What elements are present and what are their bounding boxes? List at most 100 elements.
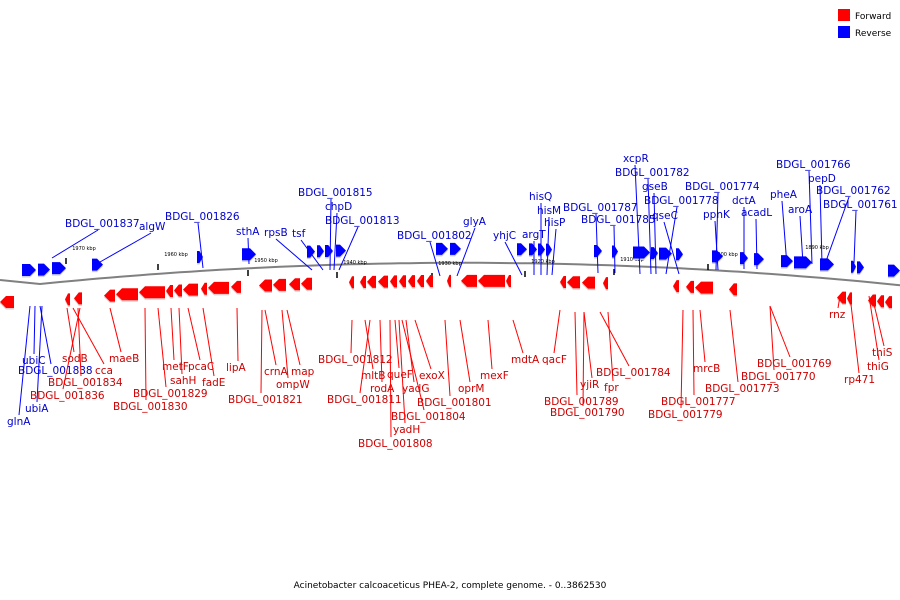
gene-bdgl-001812[interactable]: BDGL_001812: [318, 319, 393, 366]
gene-yadh[interactable]: yadH: [393, 319, 420, 436]
gene-rp471[interactable]: rp471: [844, 295, 875, 386]
gene-pcac[interactable]: pcaC: [187, 307, 214, 373]
legend-item-forward: Forward: [838, 9, 891, 22]
gene-bdgl-001837[interactable]: BDGL_001837: [51, 218, 140, 259]
gene-bdgl-001815[interactable]: BDGL_001815: [298, 187, 373, 271]
gene-label: BDGL_001774: [685, 181, 760, 193]
gene-glna[interactable]: glnA: [7, 305, 31, 428]
gene-algw[interactable]: algW: [99, 221, 166, 263]
gene-bdgl-001784[interactable]: BDGL_001784: [596, 311, 671, 379]
gene-bdgl-001804[interactable]: BDGL_001804: [391, 319, 466, 423]
gene-bdgl-001769[interactable]: BDGL_001769: [757, 305, 832, 370]
gene-glya[interactable]: glyA: [456, 216, 487, 277]
gene-sahh[interactable]: sahH: [170, 307, 196, 387]
gene-bdgl-001808[interactable]: BDGL_001808: [358, 319, 433, 450]
gene-yadg[interactable]: yadG: [402, 319, 429, 395]
gene-qacf[interactable]: qacF: [542, 309, 567, 366]
leader-line: [808, 170, 813, 265]
gene-argt[interactable]: argT: [522, 229, 546, 275]
gene-dcta[interactable]: dctA: [732, 195, 757, 269]
gene-chpd[interactable]: chpD: [325, 201, 352, 271]
gene-qsec[interactable]: qseC: [652, 210, 680, 275]
gene-stha[interactable]: sthA: [236, 226, 260, 265]
gene-sodb[interactable]: sodB: [62, 307, 88, 365]
gene-bdgl-001777[interactable]: BDGL_001777: [661, 309, 736, 408]
gene-gseb[interactable]: gseB: [642, 181, 668, 275]
gene-bdgl-001821[interactable]: BDGL_001821: [228, 309, 303, 406]
gene-pepd[interactable]: pepD: [808, 173, 836, 265]
gene-metf[interactable]: metF: [162, 307, 189, 373]
gene-ubia[interactable]: ubiA: [25, 305, 49, 415]
gene-bdgl-001789[interactable]: BDGL_001789: [544, 311, 619, 408]
gene-rnz[interactable]: rnz: [829, 295, 846, 321]
gene-bdgl-001836[interactable]: BDGL_001836: [30, 307, 105, 402]
gene-arrow-forward: [104, 289, 115, 302]
gene-ppnk[interactable]: ppnK: [703, 209, 731, 271]
gene-label: yhjC: [493, 230, 516, 242]
gene-arrow-forward: [695, 281, 713, 294]
gene-label: fadE: [202, 377, 225, 389]
gene-bdgl-001790[interactable]: BDGL_001790: [550, 311, 625, 419]
gene-arrow-forward: [560, 275, 566, 288]
gene-arrow-reverse: [436, 242, 448, 255]
gene-crna[interactable]: crnA: [264, 309, 289, 378]
gene-bdgl-001834[interactable]: BDGL_001834: [48, 307, 123, 389]
gene-hism[interactable]: hisM: [537, 205, 561, 276]
gene-yjir[interactable]: yjiR: [580, 311, 599, 391]
gene-roda[interactable]: rodA: [370, 319, 395, 395]
gene-mrcb[interactable]: mrcB: [693, 309, 720, 375]
gene-maeb[interactable]: maeB: [109, 307, 139, 365]
gene-bdgl-001813[interactable]: BDGL_001813: [325, 215, 400, 271]
gene-bdgl-001773[interactable]: BDGL_001773: [705, 309, 780, 395]
gene-bdgl-001826[interactable]: BDGL_001826: [165, 211, 240, 269]
gene-yhjc[interactable]: yhjC: [493, 230, 523, 276]
leader-line: [202, 307, 215, 377]
gene-label: BDGL_001830: [113, 401, 188, 413]
gene-hisq[interactable]: hisQ: [529, 191, 552, 275]
gene-map[interactable]: map: [286, 309, 315, 378]
gene-bdgl-001778[interactable]: BDGL_001778: [644, 195, 719, 275]
gene-exox[interactable]: exoX: [414, 319, 445, 382]
gene-phea[interactable]: pheA: [770, 189, 798, 267]
gene-mltb[interactable]: mltB: [361, 319, 385, 382]
gene-bdgl-001782[interactable]: BDGL_001782: [615, 167, 690, 275]
gene-bdgl-001801[interactable]: BDGL_001801: [417, 319, 492, 409]
gene-lipa[interactable]: lipA: [226, 307, 246, 374]
gene-xcpr[interactable]: xcpR: [623, 153, 649, 275]
gene-bdgl-001811[interactable]: BDGL_001811: [327, 319, 402, 406]
gene-mdta[interactable]: mdtA: [511, 319, 540, 366]
gene-label: glnA: [7, 416, 31, 428]
gene-bdgl-001762[interactable]: BDGL_001762: [816, 185, 891, 265]
gene-ompw[interactable]: ompW: [276, 309, 310, 391]
leader-line: [692, 309, 695, 396]
gene-tsf[interactable]: tsf: [292, 228, 324, 271]
gene-thig[interactable]: thiG: [867, 295, 889, 373]
leader-line: [546, 216, 550, 276]
gene-label: sthA: [236, 226, 260, 238]
gene-bdgl-001829[interactable]: BDGL_001829: [133, 307, 208, 400]
gene-bdgl-001830[interactable]: BDGL_001830: [113, 307, 188, 413]
gene-hisp[interactable]: hisP: [544, 217, 565, 276]
gene-arrow-reverse: [529, 243, 537, 256]
gene-bdgl-001761[interactable]: BDGL_001761: [823, 199, 898, 264]
kbp-tick-label: 1940 kbp: [343, 260, 367, 266]
gene-bdgl-001774[interactable]: BDGL_001774: [685, 181, 760, 271]
gene-bdgl-001766[interactable]: BDGL_001766: [776, 159, 851, 265]
gene-label: xcpR: [623, 153, 649, 165]
gene-fade[interactable]: fadE: [202, 307, 225, 389]
gene-fpr[interactable]: fpr: [604, 311, 619, 394]
gene-arrow-reverse: [651, 247, 658, 260]
gene-arrow-forward: [166, 285, 173, 298]
gene-acadl[interactable]: acadL: [741, 207, 772, 270]
gene-bdgl-001779[interactable]: BDGL_001779: [648, 309, 723, 421]
leader-line: [236, 307, 239, 362]
gene-bdgl-001787[interactable]: BDGL_001787: [563, 202, 638, 274]
gene-aroa[interactable]: aroA: [788, 204, 813, 265]
gene-quef[interactable]: queF: [387, 319, 413, 381]
gene-bdgl-001770[interactable]: BDGL_001770: [741, 305, 816, 383]
gene-rpsb[interactable]: rpsB: [264, 227, 313, 271]
gene-bdgl-001802[interactable]: BDGL_001802: [397, 230, 472, 277]
gene-label: qseC: [652, 210, 678, 222]
gene-mexf[interactable]: mexF: [480, 319, 509, 382]
gene-oprm[interactable]: oprM: [458, 319, 484, 395]
